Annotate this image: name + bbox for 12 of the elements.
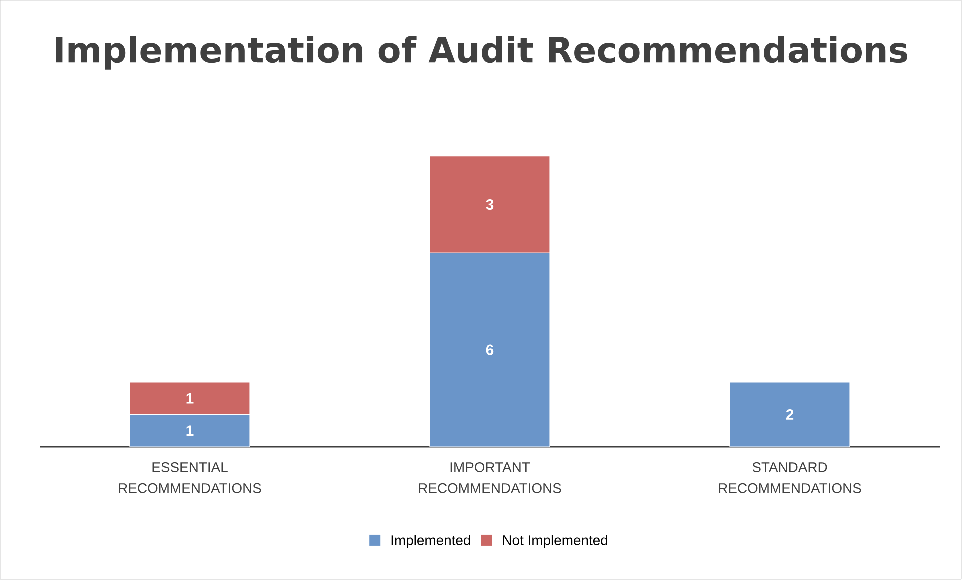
data-label: 6	[486, 344, 494, 356]
x-tick-label: IMPORTANT RECOMMENDATIONS	[419, 462, 562, 494]
x-tick-label: ESSENTIAL RECOMMENDATIONS	[119, 462, 262, 494]
data-label: 3	[486, 199, 494, 210]
x-tick-label: STANDARD RECOMMENDATIONS	[719, 462, 862, 494]
data-label: 1	[186, 426, 194, 436]
data-label: 2	[786, 409, 794, 420]
legend-label: Not Implemented	[503, 535, 608, 548]
legend-label: Implemented	[392, 535, 470, 548]
data-label: 1	[186, 393, 194, 404]
chart-title: Implementation of Audit Recommendations	[56, 36, 908, 70]
bar	[730, 382, 850, 448]
